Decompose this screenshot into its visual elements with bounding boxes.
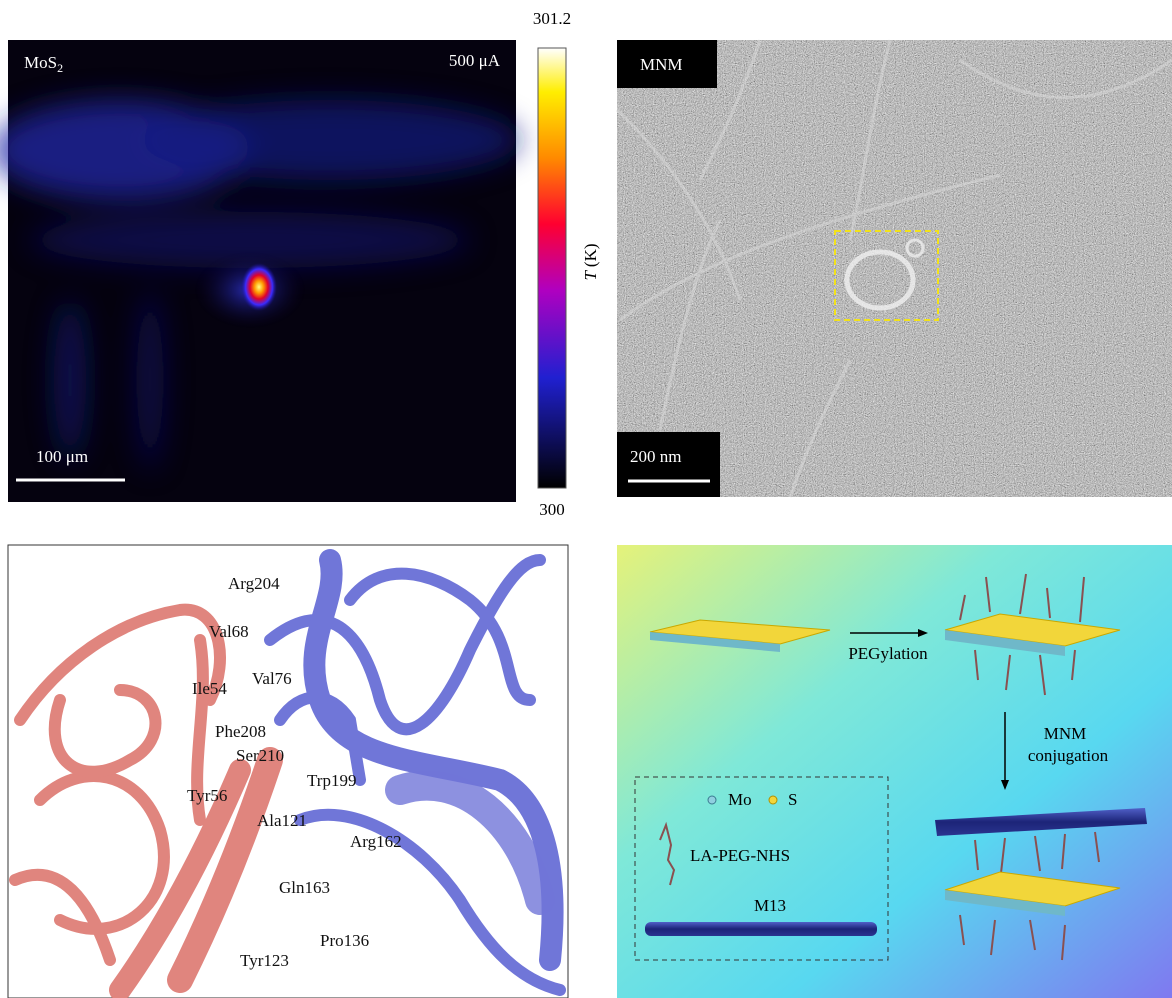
residue-label: Tyr123 bbox=[240, 951, 289, 970]
residue-label: Gln163 bbox=[279, 878, 330, 897]
current-label: 500 μA bbox=[449, 51, 501, 70]
step2-label: MNM bbox=[1044, 724, 1087, 743]
residue-label: Pro136 bbox=[320, 931, 369, 950]
panel-b: MNM 200 nm bbox=[617, 40, 1172, 497]
residue-label: Arg204 bbox=[228, 574, 280, 593]
mo-symbol bbox=[708, 796, 716, 804]
residue-label: Ala121 bbox=[257, 811, 307, 830]
residue-label: Ser210 bbox=[236, 746, 284, 765]
residue-label: Val76 bbox=[252, 669, 292, 688]
residue-label: Trp199 bbox=[307, 771, 356, 790]
legend-mo: Mo bbox=[728, 790, 752, 809]
scale-bar-label: 100 μm bbox=[36, 447, 88, 466]
residue-label: Arg162 bbox=[350, 832, 402, 851]
legend-phage: M13 bbox=[754, 896, 786, 915]
panel-d: PEGylation MNM conjugation Mo S LA-PEG-N… bbox=[617, 545, 1172, 998]
step2-label: conjugation bbox=[1028, 746, 1109, 765]
material-base: MoS bbox=[24, 53, 57, 72]
figure: MoS2 500 μA 100 μm 301.2 300 T(K) MNM 20… bbox=[0, 0, 1172, 998]
phage-symbol bbox=[645, 922, 877, 936]
legend-s: S bbox=[788, 790, 797, 809]
step1-label: PEGylation bbox=[848, 644, 928, 663]
s-symbol bbox=[769, 796, 777, 804]
colorbar-max: 301.2 bbox=[533, 9, 571, 28]
residue-label: Ile54 bbox=[192, 679, 227, 698]
page: MoS2 500 μA 100 μm 301.2 300 T(K) MNM 20… bbox=[0, 0, 1172, 998]
colorbar bbox=[538, 48, 566, 488]
hot-spot bbox=[241, 263, 277, 311]
colorbar-unit: (K) bbox=[581, 243, 600, 267]
panel-a: MoS2 500 μA 100 μm 301.2 300 T (K) bbox=[0, 9, 600, 519]
panel-c: Arg204 Val68 Ile54 Val76 Phe208 Ser210 Trp199 T… bbox=[8, 545, 568, 998]
scale-bar-label: 200 nm bbox=[630, 447, 681, 466]
colorbar-min: 300 bbox=[539, 500, 565, 519]
residue-label: Phe208 bbox=[215, 722, 266, 741]
colorbar-title: T (K) bbox=[581, 243, 600, 280]
material-subscript: 2 bbox=[57, 61, 63, 75]
residue-label: Val68 bbox=[209, 622, 249, 641]
colorbar-symbol: T bbox=[581, 270, 600, 281]
sample-label: MNM bbox=[640, 55, 683, 74]
residue-label: Tyr56 bbox=[187, 786, 227, 805]
legend-linker: LA-PEG-NHS bbox=[690, 846, 790, 865]
